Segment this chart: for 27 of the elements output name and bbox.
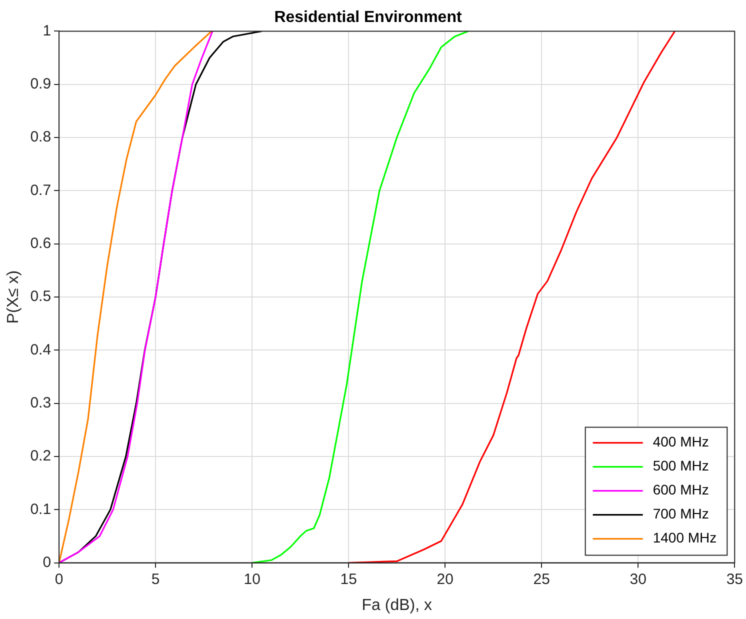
y-tick-label: 0.5 — [30, 288, 52, 306]
x-tick-label: 30 — [630, 570, 646, 588]
legend-label: 400 MHz — [652, 434, 709, 450]
y-tick-label: 0.9 — [30, 76, 52, 92]
x-tick-label: 25 — [533, 570, 550, 588]
y-tick-label: 0.1 — [30, 500, 52, 518]
chart-title: Residential Environment — [274, 9, 462, 26]
legend-label: 1400 MHz — [652, 530, 717, 546]
y-tick-label: 1 — [42, 22, 52, 40]
x-tick-label: 10 — [244, 570, 260, 588]
x-tick-label: 15 — [340, 570, 357, 588]
y-tick-label: 0.3 — [30, 394, 52, 412]
legend-label: 500 MHz — [652, 458, 709, 474]
y-tick-label: 0.7 — [30, 182, 52, 199]
legend-label: 700 MHz — [652, 506, 709, 522]
y-axis-title: P(X≤ x) — [5, 270, 22, 324]
y-tick-label: 0.6 — [30, 234, 52, 252]
y-tick-label: 0.2 — [30, 448, 52, 465]
x-tick-label: 5 — [151, 570, 160, 588]
y-tick-label: 0.8 — [30, 128, 52, 146]
x-tick-label: 35 — [726, 570, 743, 588]
x-tick-label: 20 — [436, 570, 454, 588]
legend-label: 600 MHz — [652, 482, 709, 498]
y-tick-label: 0.4 — [30, 341, 52, 358]
x-tick-label: 0 — [54, 570, 64, 588]
x-axis-title: Fa (dB), x — [362, 596, 432, 614]
y-tick-label: 0 — [42, 554, 52, 571]
